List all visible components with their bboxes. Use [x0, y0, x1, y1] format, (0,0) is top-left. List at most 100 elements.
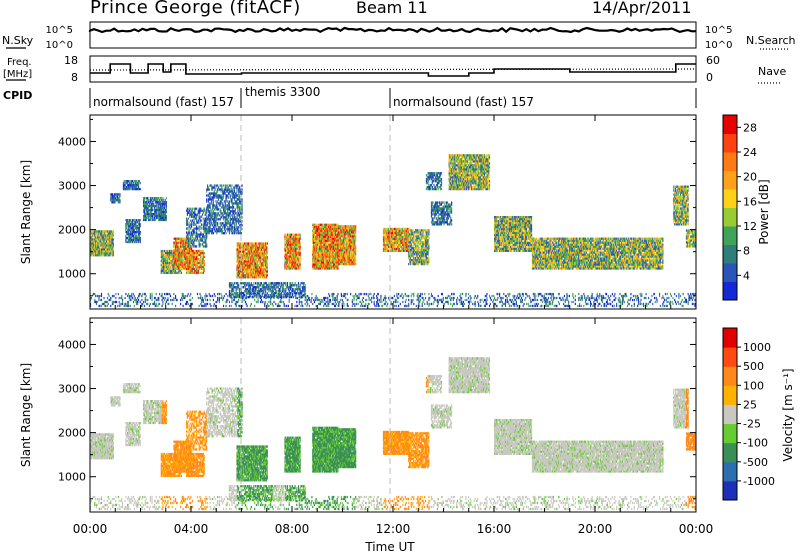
- power-cell: [238, 268, 239, 270]
- power-cell: [264, 254, 265, 256]
- power-cell: [191, 247, 192, 249]
- power-cell: [186, 218, 187, 220]
- power-cell: [194, 231, 195, 233]
- power-cell: [151, 201, 152, 203]
- power-cell: [300, 255, 301, 257]
- power-cell: [114, 201, 115, 203]
- power-cell: [137, 225, 138, 227]
- power-cell: [224, 232, 225, 234]
- power-cell: [215, 186, 216, 188]
- power-cell: [192, 214, 193, 216]
- power-cell: [161, 197, 162, 199]
- power-cell: [222, 226, 223, 228]
- power-cell: [166, 219, 167, 221]
- power-cell: [113, 250, 114, 252]
- power-cell: [217, 206, 218, 208]
- power-cell: [228, 216, 229, 218]
- power-cell: [334, 267, 335, 269]
- cpid-segment-3: normalsound (fast) 157: [393, 95, 534, 109]
- power-cell: [196, 225, 197, 227]
- power-cell: [198, 220, 199, 222]
- power-cell: [227, 226, 228, 228]
- power-cell: [125, 239, 126, 241]
- power-cell: [220, 208, 221, 210]
- power-cell: [214, 208, 215, 210]
- power-cell: [242, 276, 243, 278]
- power-cell: [125, 235, 126, 237]
- power-cell: [165, 258, 166, 260]
- power-cell: [204, 266, 205, 268]
- power-cell: [355, 231, 356, 233]
- power-cell: [229, 192, 230, 194]
- power-cell: [106, 240, 107, 242]
- power-cell: [194, 220, 195, 222]
- power-cell: [221, 194, 222, 196]
- power-cell: [267, 256, 268, 258]
- cpid-segment-2: themis 3300: [245, 85, 320, 99]
- power-cell: [144, 209, 145, 211]
- power-cell: [199, 245, 200, 247]
- power-cell: [166, 197, 167, 199]
- power-cell: [204, 262, 205, 264]
- power-cell: [255, 262, 256, 264]
- power-cell: [231, 188, 232, 190]
- power-cell: [167, 250, 168, 252]
- power-cell: [284, 263, 285, 265]
- power-cell: [192, 220, 193, 222]
- power-cell: [300, 249, 301, 251]
- power-cell: [139, 180, 140, 182]
- power-cell: [242, 228, 243, 230]
- power-cell: [215, 222, 216, 224]
- nave-label: Nave: [758, 65, 786, 78]
- power-cell: [186, 239, 187, 241]
- power-cell: [132, 233, 133, 235]
- power-cell: [203, 212, 204, 214]
- power-cell: [259, 244, 260, 246]
- power-cell: [217, 184, 218, 186]
- power-cell: [148, 207, 149, 209]
- power-cell: [222, 188, 223, 190]
- power-cell: [178, 246, 179, 248]
- power-cell: [267, 260, 268, 262]
- nsearch-tick-top: 10^5: [705, 25, 732, 36]
- power-cell: [228, 186, 229, 188]
- power-cell: [172, 250, 173, 252]
- power-cell: [164, 207, 165, 209]
- power-cell: [105, 234, 106, 236]
- power-cell: [188, 218, 189, 220]
- power-cell: [213, 232, 214, 234]
- power-cell: [144, 211, 145, 213]
- power-cell: [233, 212, 234, 214]
- power-cell: [235, 208, 236, 210]
- power-cell: [127, 182, 128, 184]
- power-cell: [125, 229, 126, 231]
- power-cell: [124, 180, 125, 182]
- power-cell: [221, 224, 222, 226]
- power-cell: [113, 242, 114, 244]
- power-cell: [355, 235, 356, 237]
- power-cell: [109, 240, 110, 242]
- power-cell: [205, 214, 206, 216]
- power-cell: [217, 224, 218, 226]
- power-cell: [236, 192, 237, 194]
- power-cell: [210, 210, 211, 212]
- power-cell: [158, 197, 159, 199]
- power-cell: [234, 190, 235, 192]
- power-cell: [221, 228, 222, 230]
- power-cell: [267, 264, 268, 266]
- power-cell: [194, 216, 195, 218]
- power-cell: [156, 207, 157, 209]
- power-cell: [344, 241, 345, 243]
- power-cell: [257, 262, 258, 264]
- power-cell: [189, 210, 190, 212]
- power-cell: [175, 247, 176, 249]
- power-cell: [197, 260, 198, 262]
- power-cell: [187, 221, 188, 223]
- power-cell: [227, 210, 228, 212]
- power-cell: [192, 235, 193, 237]
- power-cell: [284, 259, 285, 261]
- power-cell: [220, 226, 221, 228]
- power-cell: [300, 263, 301, 265]
- power-cell: [124, 182, 125, 184]
- power-cell: [178, 244, 179, 246]
